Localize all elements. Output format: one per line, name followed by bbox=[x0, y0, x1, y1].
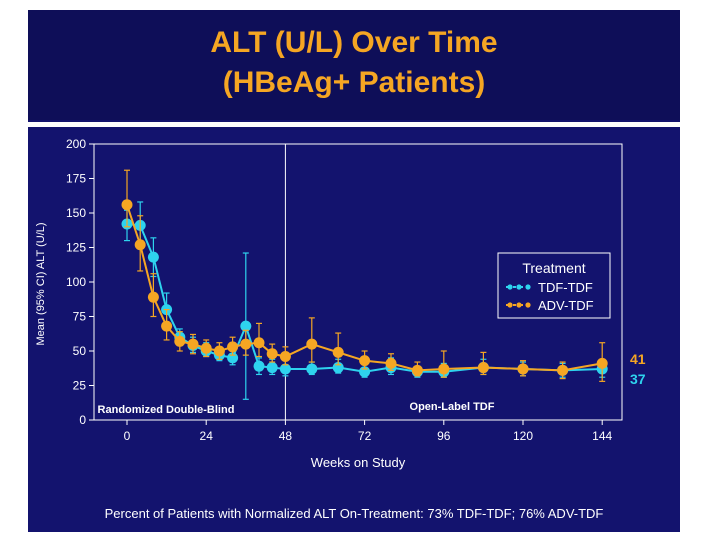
legend-marker-tdf-tdf bbox=[507, 284, 513, 290]
x-tick-label: 120 bbox=[513, 429, 533, 443]
data-point bbox=[253, 337, 265, 349]
data-point bbox=[385, 357, 397, 369]
title-band: ALT (U/L) Over Time (HBeAg+ Patients) bbox=[28, 10, 680, 120]
data-point bbox=[596, 357, 608, 369]
y-tick-label: 100 bbox=[66, 275, 86, 289]
y-tick-label: 175 bbox=[66, 172, 86, 186]
data-point bbox=[134, 239, 146, 251]
region-label-open-label: Open-Label TDF bbox=[410, 401, 495, 413]
legend: Treatment TDF-TDF ADV-TDF bbox=[497, 252, 611, 319]
data-point bbox=[279, 363, 291, 375]
end-label-tdf: 37 bbox=[630, 371, 646, 387]
legend-title: Treatment bbox=[522, 260, 585, 276]
y-tick-label: 50 bbox=[73, 344, 87, 358]
data-point bbox=[147, 291, 159, 303]
data-point bbox=[266, 362, 278, 374]
legend-marker-adv-tdf bbox=[525, 302, 531, 308]
data-point bbox=[411, 364, 423, 376]
data-point bbox=[227, 341, 239, 353]
x-tick-label: 144 bbox=[592, 429, 612, 443]
x-axis-label: Weeks on Study bbox=[311, 455, 406, 470]
chart-title: ALT (U/L) Over Time bbox=[210, 26, 498, 59]
legend-box bbox=[497, 252, 611, 319]
data-point bbox=[174, 335, 186, 347]
data-point bbox=[253, 360, 265, 372]
data-point bbox=[517, 363, 529, 375]
data-point bbox=[279, 351, 291, 363]
y-tick-label: 0 bbox=[79, 413, 86, 427]
y-tick-label: 75 bbox=[73, 310, 87, 324]
legend-marker-adv-tdf bbox=[507, 302, 513, 308]
data-point bbox=[438, 363, 450, 375]
slide: ALT (U/L) Over Time (HBeAg+ Patients) Me… bbox=[28, 10, 680, 532]
alt-line-chart: Mean (95% CI) ALT (U/L) Weeks on Study R… bbox=[35, 137, 646, 470]
data-point bbox=[306, 338, 318, 350]
y-axis-label: Mean (95% CI) ALT (U/L) bbox=[35, 222, 47, 345]
legend-marker-tdf-tdf bbox=[525, 284, 531, 290]
data-point bbox=[187, 338, 199, 350]
x-tick-label: 0 bbox=[124, 429, 131, 443]
legend-marker-tdf-tdf bbox=[516, 284, 522, 290]
data-point bbox=[266, 348, 278, 360]
series-adv-tdf bbox=[121, 169, 608, 382]
y-tick-label: 150 bbox=[66, 206, 86, 220]
y-tick-label: 125 bbox=[66, 241, 86, 255]
data-point bbox=[359, 355, 371, 367]
end-label-adv: 41 bbox=[630, 351, 646, 367]
data-point bbox=[477, 362, 489, 374]
y-tick-label: 25 bbox=[73, 379, 87, 393]
x-tick-label: 72 bbox=[358, 429, 372, 443]
legend-marker-adv-tdf bbox=[516, 302, 522, 308]
data-point bbox=[306, 363, 318, 375]
legend-label-adv: ADV-TDF bbox=[538, 298, 594, 313]
legend-label-tdf: TDF-TDF bbox=[538, 280, 593, 295]
data-point bbox=[213, 345, 225, 357]
data-point bbox=[557, 364, 569, 376]
data-point bbox=[121, 199, 133, 211]
chart-subtitle: (HBeAg+ Patients) bbox=[222, 66, 486, 99]
x-tick-label: 48 bbox=[279, 429, 293, 443]
data-point bbox=[200, 342, 212, 354]
x-tick-label: 24 bbox=[200, 429, 214, 443]
data-point bbox=[240, 338, 252, 350]
data-point bbox=[240, 320, 252, 332]
title-divider bbox=[28, 122, 680, 127]
y-tick-label: 200 bbox=[66, 137, 86, 151]
footnote: Percent of Patients with Normalized ALT … bbox=[104, 506, 604, 521]
x-tick-label: 96 bbox=[437, 429, 451, 443]
data-point bbox=[147, 251, 159, 263]
series-line bbox=[126, 223, 603, 373]
data-point bbox=[332, 346, 344, 358]
data-point bbox=[161, 320, 173, 332]
region-label-randomized: Randomized Double-Blind bbox=[98, 404, 235, 416]
